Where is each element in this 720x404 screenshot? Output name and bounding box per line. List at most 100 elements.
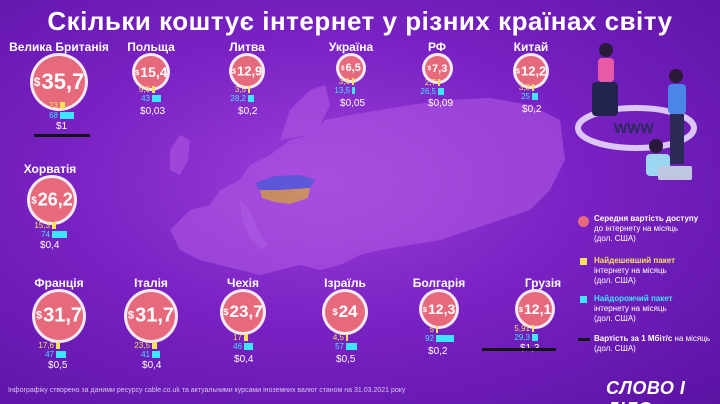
avg-price-circle: $35,7 <box>33 56 85 108</box>
country-france: Франція $31,7 17,6 47 $0,5 <box>4 276 114 376</box>
country-bulgaria: Болгарія $12,3 5 92 $0,2 <box>384 276 494 376</box>
max-price-bar <box>244 343 253 350</box>
mbps-price-value: $0,03 <box>140 106 166 117</box>
country-czechia: Чехія $23,7 17 46 $0,4 <box>188 276 298 376</box>
mbps-price-value: $0,4 <box>234 354 254 365</box>
avg-price-circle: $12,9 <box>232 56 262 86</box>
min-price-value: 23,5 <box>134 341 150 350</box>
max-price-bar <box>532 93 538 100</box>
country-croatia: Хорватія $26,2 15,3 74 $0,4 <box>0 162 110 257</box>
mbps-price-value: $0,09 <box>428 98 454 109</box>
min-price-value: 5 <box>429 325 434 334</box>
avg-price-circle: $6,5 <box>339 56 363 80</box>
mbps-price-value: $0,5 <box>48 360 68 371</box>
min-price-value: 5,91 <box>514 324 530 333</box>
footer-note: Інфографіку створено за даними ресурсу c… <box>8 387 406 394</box>
avg-price-circle: $24 <box>325 292 365 332</box>
country-name: Франція <box>34 276 84 290</box>
max-price-value: 74 <box>41 230 50 239</box>
min-price-value: 4,5 <box>332 333 344 342</box>
max-price-bar <box>60 112 74 119</box>
country-lithuania: Литва $12,9 3,5 28,2 $0,2 <box>192 40 302 125</box>
ukraine-shape <box>255 175 315 204</box>
logo: СЛОВО І ДІЛО <box>606 378 686 404</box>
max-price-value: 28,2 <box>230 94 246 103</box>
avg-price-value: 35,7 <box>41 69 85 94</box>
mbps-price-value: $0,2 <box>238 106 258 117</box>
min-price-value: 17 <box>233 333 242 342</box>
country-name: Велика Британія <box>9 40 109 54</box>
min-price-value: 3,6 <box>338 77 350 86</box>
max-price-bar <box>52 231 67 238</box>
country-name: РФ <box>427 40 447 54</box>
legend-square-icon <box>580 258 587 265</box>
avg-price-circle: $12,2 <box>516 56 546 86</box>
min-price-value: 2,7 <box>424 78 436 87</box>
max-price-value: 13,5 <box>334 86 350 95</box>
min-price-value: 23 <box>49 101 58 110</box>
country-georgia: Грузія $12,1 5,91 29,3 $1,3 <box>474 276 584 376</box>
avg-price-value: 7,3 <box>432 62 448 75</box>
avg-price-circle: $7,3 <box>425 56 450 81</box>
max-price-value: 46 <box>233 342 242 351</box>
mbps-price-bar <box>34 134 90 137</box>
min-price-bar <box>152 342 157 349</box>
country-name: Ізраїль <box>324 276 366 290</box>
min-price-value: 3,5 <box>234 85 246 94</box>
avg-price-value: 12,3 <box>428 301 456 317</box>
country-china: Китай $12,2 3,8 25 $0,2 <box>476 40 586 125</box>
country-uk: Велика Британія $35,7 23 68 $1 <box>4 40 114 137</box>
min-price-bar <box>52 222 56 229</box>
country-poland: Польща $15,4 9,6 43 $0,03 <box>96 40 206 125</box>
country-name: Китай <box>513 40 549 54</box>
people-illustration: WWW <box>566 36 720 196</box>
country-name: Італія <box>134 276 168 290</box>
map-uk <box>170 135 190 175</box>
max-price-bar <box>152 351 160 358</box>
min-price-bar <box>244 334 248 341</box>
min-price-value: 9,6 <box>138 85 150 94</box>
avg-price-value: 31,7 <box>43 304 83 327</box>
avg-price-value: 26,2 <box>37 189 73 210</box>
map-scandinavia <box>280 85 330 140</box>
avg-price-value: 12,2 <box>520 63 547 79</box>
max-price-value: 26,5 <box>420 87 436 96</box>
max-price-bar <box>436 335 454 342</box>
map-landmass <box>170 98 565 275</box>
country-name: Грузія <box>524 276 562 290</box>
avg-price-circle: $23,7 <box>223 292 263 332</box>
max-price-value: 92 <box>425 334 434 343</box>
avg-price-circle: $15,4 <box>135 56 168 88</box>
max-price-value: 43 <box>141 94 150 103</box>
country-name: Болгарія <box>412 276 466 290</box>
avg-price-circle: $31,7 <box>127 292 175 340</box>
max-price-value: 57 <box>335 342 344 351</box>
max-price-value: 29,3 <box>514 333 530 342</box>
mbps-price-value: $0,2 <box>522 104 542 115</box>
max-price-value: 25 <box>521 92 530 101</box>
mbps-price-value: $0,4 <box>40 240 60 251</box>
min-price-value: 17,6 <box>38 341 54 350</box>
legend: Середня вартість доступу до інтернету на … <box>576 214 720 364</box>
country-ukraine: Україна $6,5 3,6 13,5 $0,05 <box>296 40 406 125</box>
max-price-bar <box>352 87 355 94</box>
min-price-bar <box>438 79 440 86</box>
max-price-bar <box>56 351 66 358</box>
min-price-bar <box>56 342 60 349</box>
avg-price-value: 23,7 <box>229 302 263 321</box>
min-price-bar <box>436 326 438 333</box>
country-name: Україна <box>328 40 374 54</box>
avg-price-circle: $26,2 <box>30 178 74 222</box>
min-price-value: 3,8 <box>518 83 530 92</box>
mbps-price-value: $0,2 <box>428 346 448 357</box>
avg-price-value: 6,5 <box>345 62 361 74</box>
europe-map <box>170 85 565 275</box>
mbps-price-value: $0,4 <box>142 360 162 371</box>
country-name: Чехія <box>227 276 259 290</box>
mbps-price-value: $1 <box>56 121 68 132</box>
min-price-bar <box>60 102 65 109</box>
avg-price-value: 31,7 <box>135 304 175 327</box>
avg-price-value: 15,4 <box>140 64 168 80</box>
min-price-bar <box>346 334 348 341</box>
